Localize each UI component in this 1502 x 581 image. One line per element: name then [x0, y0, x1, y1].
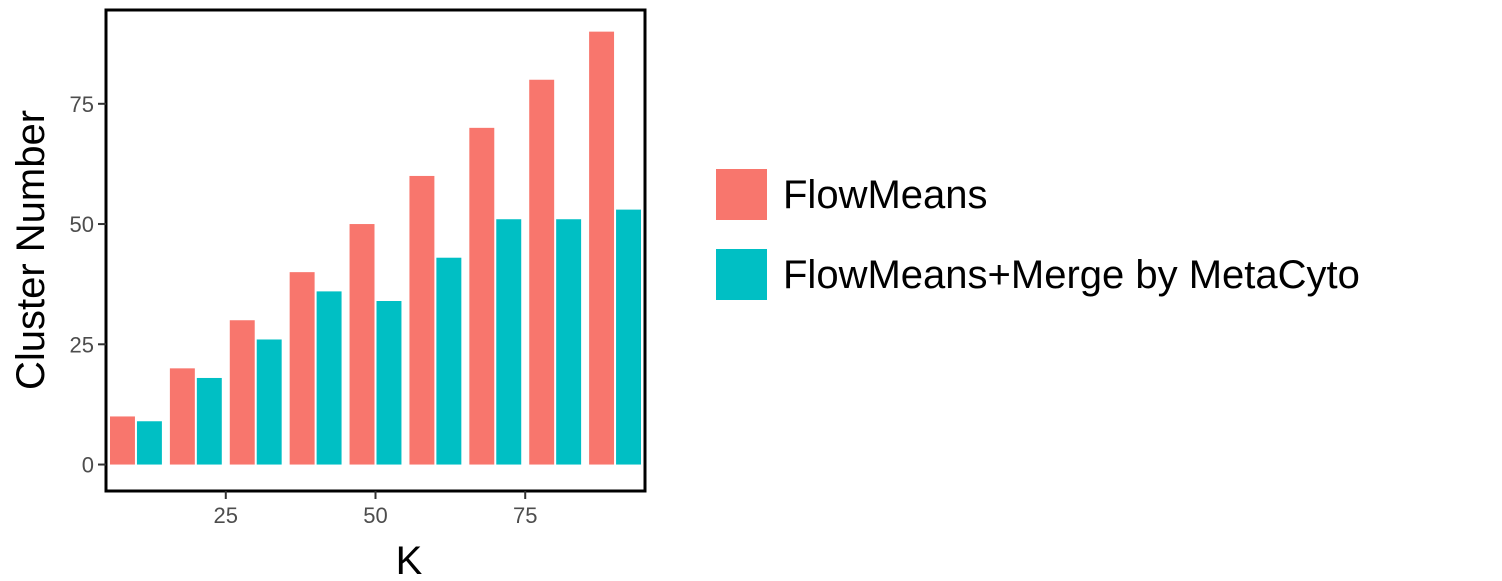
- bar-flowmeans-merge-3: [316, 291, 342, 465]
- bar-flowmeans-1: [169, 368, 195, 465]
- bar-flowmeans-3: [289, 272, 315, 465]
- bar-flowmeans-0: [109, 416, 135, 465]
- legend-label-flowmeans-merge: FlowMeans+Merge by MetaCyto: [783, 253, 1360, 297]
- bar-flowmeans-merge-1: [196, 377, 222, 465]
- x-tick-label: 75: [513, 503, 537, 528]
- bars-group: [109, 31, 642, 465]
- y-tick-label: 75: [70, 92, 94, 117]
- bar-flowmeans-merge-7: [556, 219, 582, 465]
- y-tick-label: 25: [70, 332, 94, 357]
- bar-flowmeans-7: [529, 79, 555, 465]
- legend-key-flowmeans: [716, 169, 767, 220]
- y-tick-label: 0: [82, 453, 94, 478]
- bar-flowmeans-2: [229, 320, 255, 465]
- legend: FlowMeans FlowMeans+Merge by MetaCyto: [716, 169, 1360, 300]
- legend-key-flowmeans-merge: [716, 249, 767, 300]
- bar-flowmeans-merge-0: [136, 421, 162, 465]
- x-axis-title: K: [396, 539, 423, 581]
- x-tick-label: 25: [214, 503, 238, 528]
- bar-flowmeans-6: [469, 127, 495, 465]
- legend-label-flowmeans: FlowMeans: [783, 173, 988, 217]
- bar-flowmeans-merge-2: [256, 339, 282, 465]
- bar-flowmeans-5: [409, 175, 435, 465]
- bar-flowmeans-merge-8: [616, 209, 642, 465]
- x-axis-ticks: 25 50 75: [214, 491, 537, 528]
- y-tick-label: 50: [70, 212, 94, 237]
- bar-flowmeans-merge-6: [496, 219, 522, 465]
- bar-flowmeans-merge-4: [376, 301, 402, 465]
- y-axis-ticks: 0 25 50 75: [70, 92, 106, 478]
- x-tick-label: 50: [363, 503, 387, 528]
- bar-flowmeans-8: [589, 31, 615, 465]
- y-axis-title: Cluster Number: [9, 110, 53, 390]
- bar-flowmeans-4: [349, 224, 375, 465]
- bar-flowmeans-merge-5: [436, 257, 462, 465]
